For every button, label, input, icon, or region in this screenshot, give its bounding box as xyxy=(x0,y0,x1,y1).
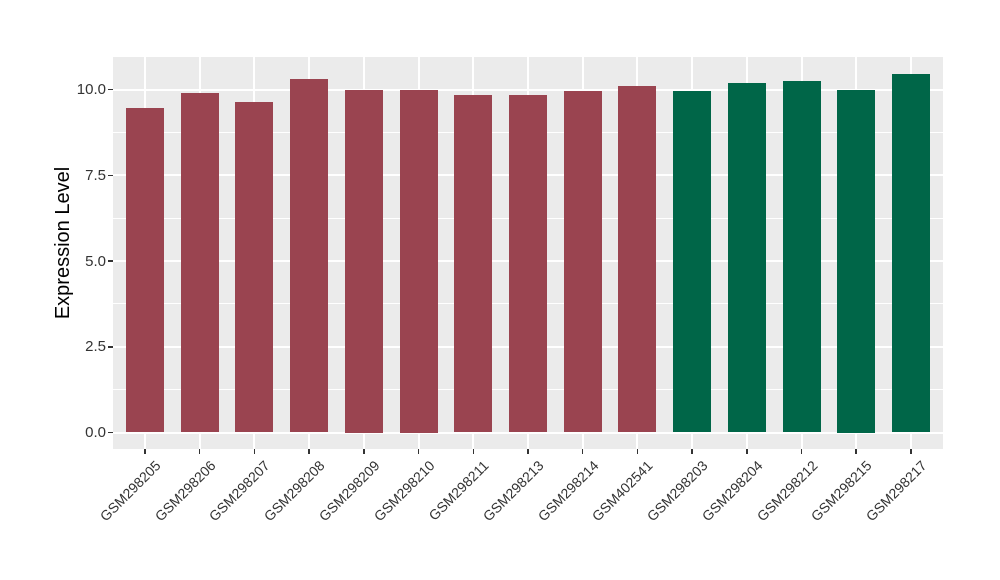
bar-GSM298205 xyxy=(126,108,164,433)
x-tick-mark xyxy=(198,449,201,454)
bar-GSM298215 xyxy=(837,89,876,433)
bar-GSM298203 xyxy=(673,91,712,433)
y-tick-mark xyxy=(108,346,113,348)
bar-GSM298212 xyxy=(782,80,821,433)
x-tick-mark xyxy=(363,449,365,454)
x-tick-label: GSM298204 xyxy=(698,457,766,525)
x-tick-mark xyxy=(581,449,584,454)
y-tick-label: 0.0 xyxy=(85,424,106,441)
y-tick-label: 10.0 xyxy=(76,81,106,98)
x-tick-label: GSM298210 xyxy=(370,457,438,525)
x-tick-mark xyxy=(800,449,803,454)
x-tick-mark xyxy=(855,449,857,454)
x-tick-label: GSM298212 xyxy=(753,457,821,525)
bar-GSM402541 xyxy=(618,86,657,433)
y-tick-label: 5.0 xyxy=(85,252,106,270)
x-tick-mark xyxy=(636,449,639,454)
x-tick-label: GSM298215 xyxy=(807,457,875,525)
x-tick-mark xyxy=(910,449,912,454)
bar-GSM298210 xyxy=(399,89,438,433)
y-tick-mark xyxy=(108,88,113,91)
bar-GSM298206 xyxy=(180,92,219,433)
x-tick-mark xyxy=(417,449,420,454)
x-tick-label: GSM298217 xyxy=(862,457,930,525)
bar-GSM298207 xyxy=(235,101,274,433)
y-tick-mark xyxy=(108,174,113,176)
x-tick-label: GSM298205 xyxy=(96,457,164,525)
x-tick-mark xyxy=(144,449,146,454)
x-tick-label: GSM298214 xyxy=(534,457,602,525)
y-tick-label: 2.5 xyxy=(85,338,106,356)
x-tick-label: GSM298211 xyxy=(425,457,492,524)
bar-GSM298208 xyxy=(290,79,329,433)
x-tick-mark xyxy=(527,449,529,454)
x-tick-mark xyxy=(308,449,310,454)
x-tick-mark xyxy=(472,449,474,454)
y-tick-mark xyxy=(108,260,113,262)
bar-GSM298213 xyxy=(508,94,547,433)
x-tick-label: GSM402541 xyxy=(589,457,656,525)
x-tick-mark xyxy=(746,449,748,454)
plot-panel xyxy=(113,57,943,449)
x-tick-label: GSM298206 xyxy=(151,457,219,525)
bar-GSM298217 xyxy=(891,74,930,433)
x-tick-label: GSM298209 xyxy=(315,457,383,525)
x-tick-label: GSM298207 xyxy=(206,457,274,525)
y-tick-label: 7.5 xyxy=(85,166,106,184)
bar-GSM298209 xyxy=(344,89,383,433)
x-tick-mark xyxy=(691,449,693,454)
bar-GSM298204 xyxy=(727,82,766,433)
x-tick-label: GSM298203 xyxy=(643,457,711,525)
y-tick-mark xyxy=(108,431,113,434)
x-tick-label: GSM298208 xyxy=(260,457,328,525)
bar-GSM298214 xyxy=(563,91,602,433)
x-tick-mark xyxy=(253,449,256,454)
bar-GSM298211 xyxy=(454,94,493,433)
x-tick-label: GSM298213 xyxy=(479,457,547,525)
